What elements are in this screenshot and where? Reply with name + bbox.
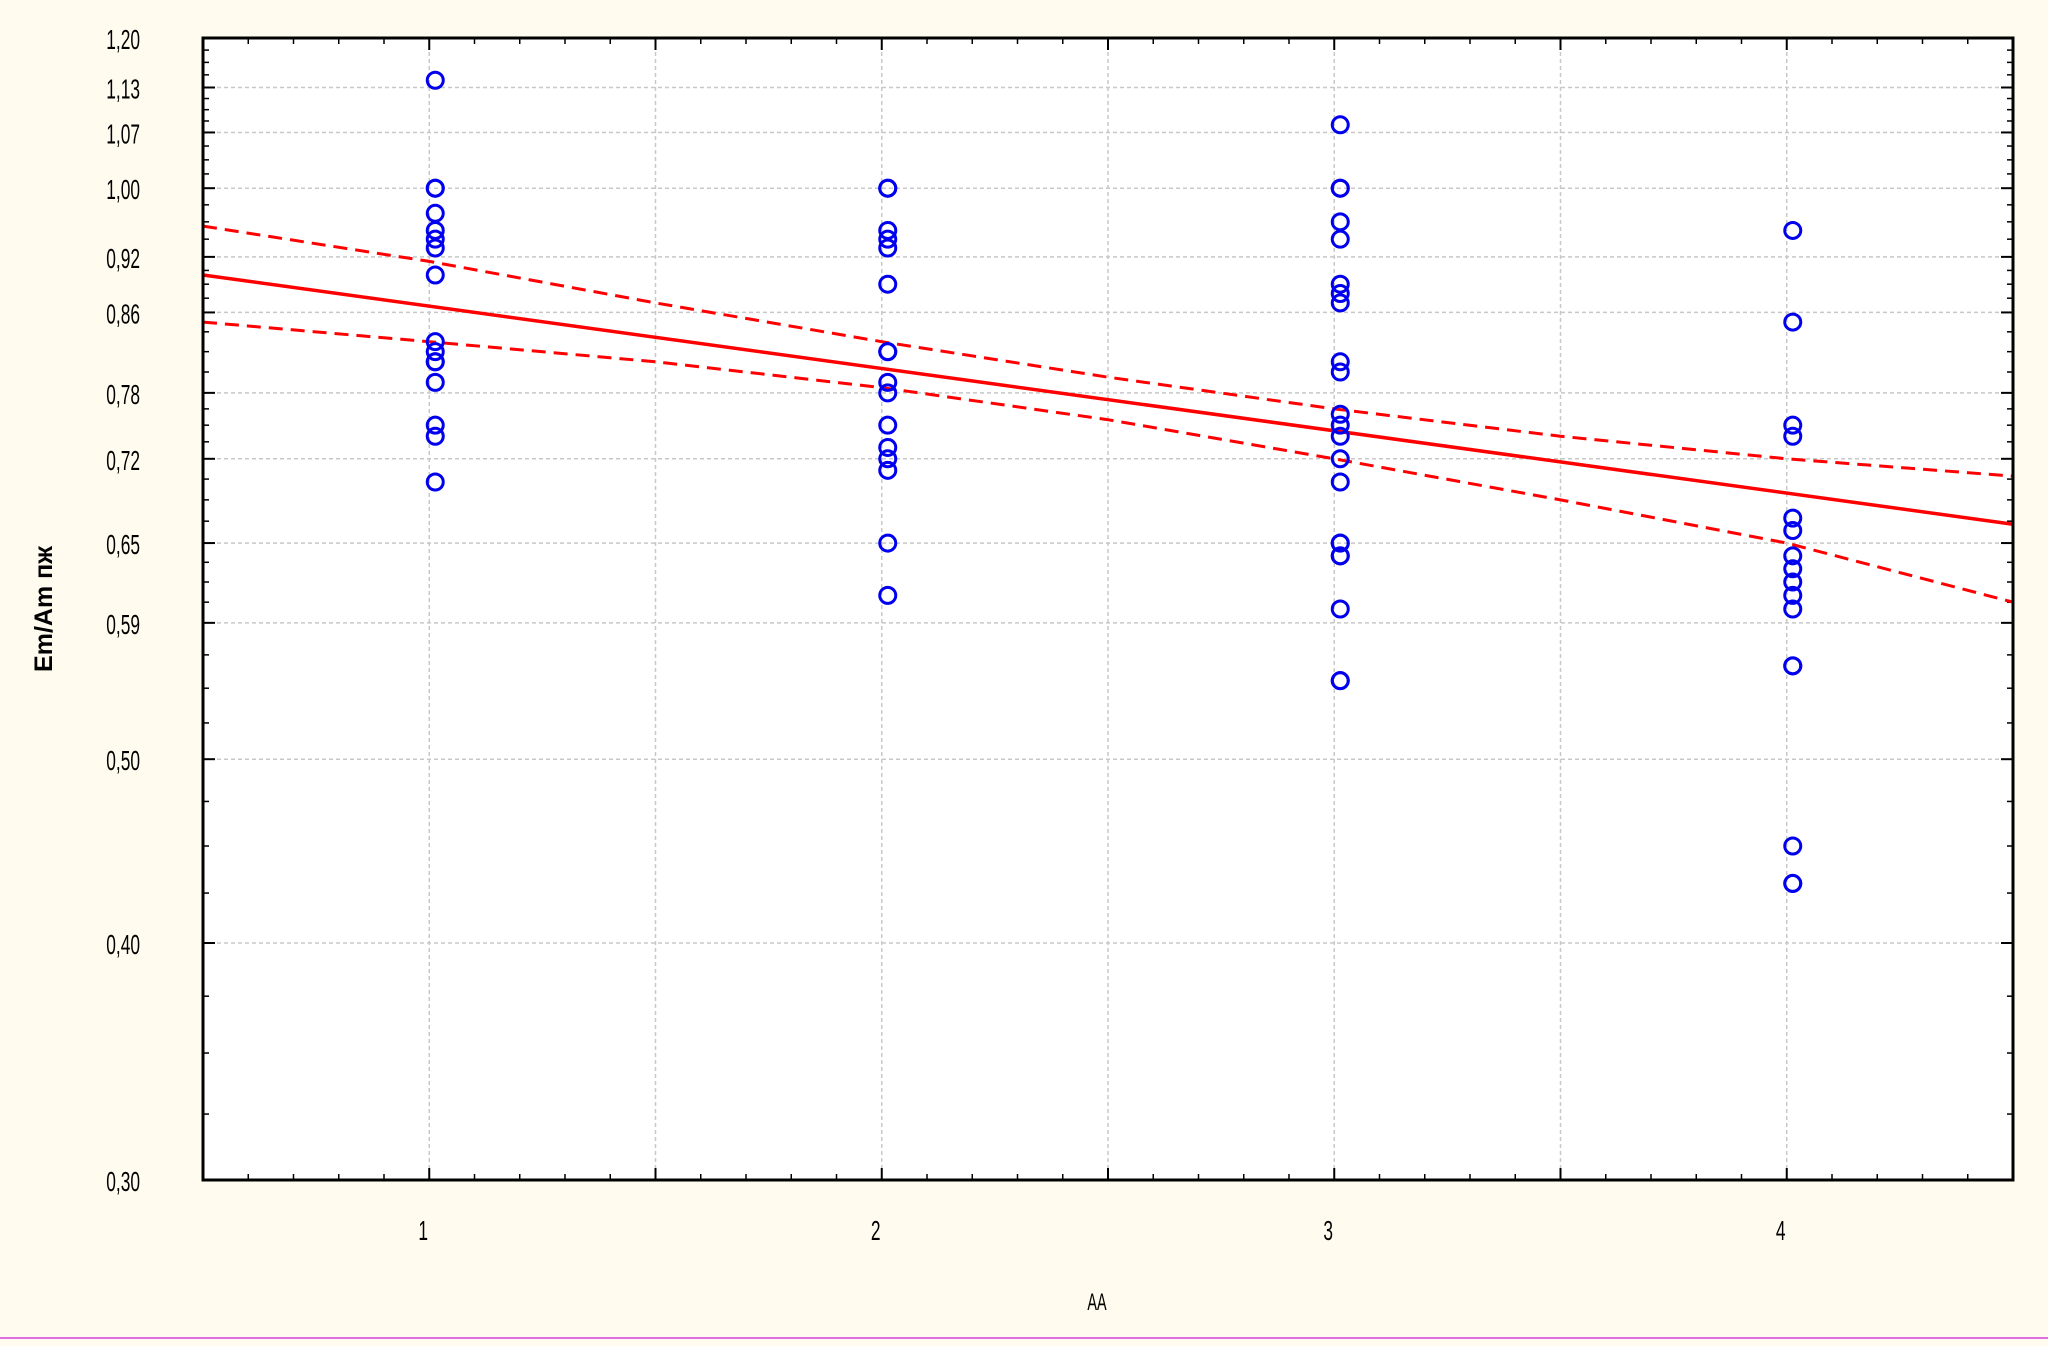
data-point (1330, 274, 1350, 294)
data-point (1330, 671, 1350, 691)
y-tick-label: 0,65 (106, 529, 140, 560)
data-point (878, 383, 898, 403)
data-point (878, 342, 898, 362)
data-point (1330, 362, 1350, 382)
x-tick-label: 2 (871, 1215, 881, 1246)
x-tick-labels: 1 2 3 4 (418, 1215, 1785, 1246)
y-tick-label: 1,07 (106, 118, 140, 149)
data-point (425, 426, 445, 446)
data-point (1330, 283, 1350, 303)
data-point (1783, 572, 1803, 592)
data-point (878, 449, 898, 469)
data-point (878, 415, 898, 435)
y-tick-label: 1,20 (106, 24, 140, 55)
y-tick-labels: 0,30 0,40 0,50 0,59 0,65 0,72 0,78 0,86 0,92 1,00… (106, 24, 140, 1197)
data-point (1330, 115, 1350, 135)
x-tick-label: 3 (1323, 1215, 1333, 1246)
data-point (878, 274, 898, 294)
data-point (1783, 599, 1803, 619)
y-tick-label: 0,72 (106, 445, 140, 476)
data-point (878, 533, 898, 553)
data-point (1783, 546, 1803, 566)
data-point (1330, 229, 1350, 249)
data-point (1783, 520, 1803, 540)
data-point (1783, 415, 1803, 435)
data-point (425, 472, 445, 492)
y-tick-label: 0,78 (106, 379, 140, 410)
y-tick-label: 1,13 (106, 73, 140, 104)
confidence-band-lower (202, 320, 2014, 604)
data-point (1783, 585, 1803, 605)
frame-bottom-border (0, 1337, 2048, 1339)
data-point (1330, 178, 1350, 198)
data-point (1783, 508, 1803, 528)
data-point (1330, 404, 1350, 424)
data-point (878, 437, 898, 457)
x-tick-label: 1 (418, 1215, 428, 1246)
data-point (425, 352, 445, 372)
y-tick-label: 0,50 (106, 745, 140, 776)
data-point (878, 585, 898, 605)
data-point (878, 178, 898, 198)
data-point (1330, 426, 1350, 446)
grid (203, 38, 2013, 1180)
data-point (1330, 472, 1350, 492)
y-tick-label: 0,92 (106, 243, 140, 274)
plot-area-border (201, 36, 2015, 1182)
data-point (1330, 533, 1350, 553)
data-point (425, 178, 445, 198)
y-axis-label: Em/Am пж (30, 546, 58, 672)
data-point (1783, 656, 1803, 676)
data-point (425, 265, 445, 285)
confidence-band-upper (202, 224, 2014, 478)
data-point (1783, 873, 1803, 893)
data-point (425, 220, 445, 240)
data-point (425, 342, 445, 362)
x-axis-label: АА (1087, 1289, 1107, 1316)
data-point (1783, 559, 1803, 579)
data-point (1330, 599, 1350, 619)
confidence-bands (202, 224, 2014, 604)
y-tick-label: 0,40 (106, 929, 140, 960)
data-point (1330, 415, 1350, 435)
data-point (1330, 293, 1350, 313)
data-point (1330, 546, 1350, 566)
data-point (1783, 836, 1803, 856)
data-point (425, 238, 445, 258)
data-point (878, 372, 898, 392)
data-point (878, 238, 898, 258)
data-point (1330, 449, 1350, 469)
data-point (878, 460, 898, 480)
data-point (425, 372, 445, 392)
data-point (425, 332, 445, 352)
y-tick-label: 0,86 (106, 298, 140, 329)
fit-line-group (202, 273, 2014, 527)
y-tick-label: 1,00 (106, 174, 140, 205)
x-tick-label: 4 (1776, 1215, 1786, 1246)
data-point (1783, 220, 1803, 240)
data-point (1330, 352, 1350, 372)
data-point (425, 229, 445, 249)
data-point (1783, 312, 1803, 332)
data-point (1783, 426, 1803, 446)
data-point (878, 220, 898, 240)
y-tick-label: 0,30 (106, 1166, 140, 1197)
data-point (425, 70, 445, 90)
data-points (425, 70, 1803, 893)
fit-line (202, 273, 2014, 527)
y-tick-label: 0,59 (106, 609, 140, 640)
data-point (425, 415, 445, 435)
data-point (878, 229, 898, 249)
